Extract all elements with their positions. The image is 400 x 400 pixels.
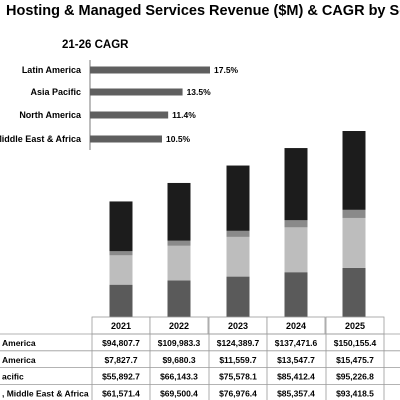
table-cell-value: $150,155.4 xyxy=(334,338,377,348)
data-table: 2021 2022 2023 2024 2025 America $94,807.7 $109… xyxy=(0,316,400,400)
table-cell-value: $94,807.7 xyxy=(102,338,140,348)
chart-title: Hosting & Managed Services Revenue ($M) … xyxy=(6,3,400,19)
table-cell-value: $55,892.7 xyxy=(102,372,140,382)
table-row-label: America xyxy=(2,355,36,365)
cagr-category-label: Asia Pacific xyxy=(30,87,81,97)
table-cell-value: $7,827.7 xyxy=(104,355,137,365)
stacked-bar-segment xyxy=(342,217,366,268)
table-row-label: America xyxy=(2,338,36,348)
stacked-bar-segment xyxy=(342,131,366,210)
table-header-label: 2025 xyxy=(345,321,365,331)
stacked-bar-segment xyxy=(226,276,250,317)
table-cell-value: $66,143.3 xyxy=(160,372,198,382)
stacked-bar-segment xyxy=(226,230,250,237)
table-header-label: 2023 xyxy=(228,321,248,331)
cagr-value-label: 13.5% xyxy=(187,87,212,97)
stacked-bar-segment xyxy=(167,280,191,317)
stacked-bar-segment xyxy=(109,201,133,252)
cagr-category-label: Latin America xyxy=(22,65,82,75)
stacked-bar-segment xyxy=(109,251,133,256)
table-cell-value: $15,475.7 xyxy=(336,355,374,365)
table-row-label: , Middle East & Africa xyxy=(2,388,89,398)
table-cell-value: $13,547.7 xyxy=(277,355,315,365)
table-cell-value: $61,571.4 xyxy=(102,388,140,398)
table-cell-value: $11,559.7 xyxy=(219,355,257,365)
stacked-bar-segment xyxy=(342,209,366,218)
stacked-bar-segment xyxy=(109,255,133,285)
cagr-value-label: 17.5% xyxy=(214,65,239,75)
stacked-bar-segment xyxy=(284,227,308,273)
cagr-value-label: 10.5% xyxy=(166,134,191,144)
cagr-bar xyxy=(90,111,169,119)
table-cell-value: $124,389.7 xyxy=(217,338,260,348)
stacked-bar-segment xyxy=(284,148,308,221)
table-cell-value: $76,976.4 xyxy=(219,388,257,398)
stacked-bar-segment xyxy=(167,245,191,281)
cagr-chart-title: 21-26 CAGR xyxy=(62,39,129,51)
table-cell-value: $95,226.8 xyxy=(336,372,374,382)
cagr-category-label: North America xyxy=(19,110,82,120)
cagr-bar-chart: Latin America 17.5% Asia Pacific 13.5% North… xyxy=(0,60,239,150)
table-cell-value: $93,418.5 xyxy=(336,388,374,398)
table-header-label: 2022 xyxy=(169,321,189,331)
stacked-bar-chart xyxy=(109,131,366,317)
table-row-label: acific xyxy=(2,372,24,382)
cagr-value-label: 11.4% xyxy=(172,110,196,120)
table-cell-value: $137,471.6 xyxy=(275,338,318,348)
table-header-label: 2021 xyxy=(111,321,131,331)
table-cell-value: $85,412.4 xyxy=(277,372,315,382)
stacked-bar-segment xyxy=(342,267,366,317)
table-cell-value: $85,357.4 xyxy=(277,388,315,398)
table-header-label: 2024 xyxy=(286,321,306,331)
table-cell-value: $9,680.3 xyxy=(162,355,195,365)
table-cell-value: $109,983.3 xyxy=(158,338,201,348)
cagr-category-label: Middle East & Africa xyxy=(0,134,82,144)
stacked-bar-segment xyxy=(284,272,308,317)
stacked-bar-segment xyxy=(284,220,308,228)
stacked-bar-segment xyxy=(226,165,250,231)
cagr-bar xyxy=(90,88,183,96)
stacked-bar-segment xyxy=(109,284,133,317)
cagr-bar xyxy=(90,66,210,74)
cagr-bar xyxy=(90,135,162,143)
stacked-bar-segment xyxy=(167,182,191,241)
table-cell-value: $75,578.1 xyxy=(219,372,257,382)
stacked-bar-segment xyxy=(167,240,191,246)
table-cell-value: $69,500.4 xyxy=(160,388,198,398)
stacked-bar-segment xyxy=(226,236,250,277)
